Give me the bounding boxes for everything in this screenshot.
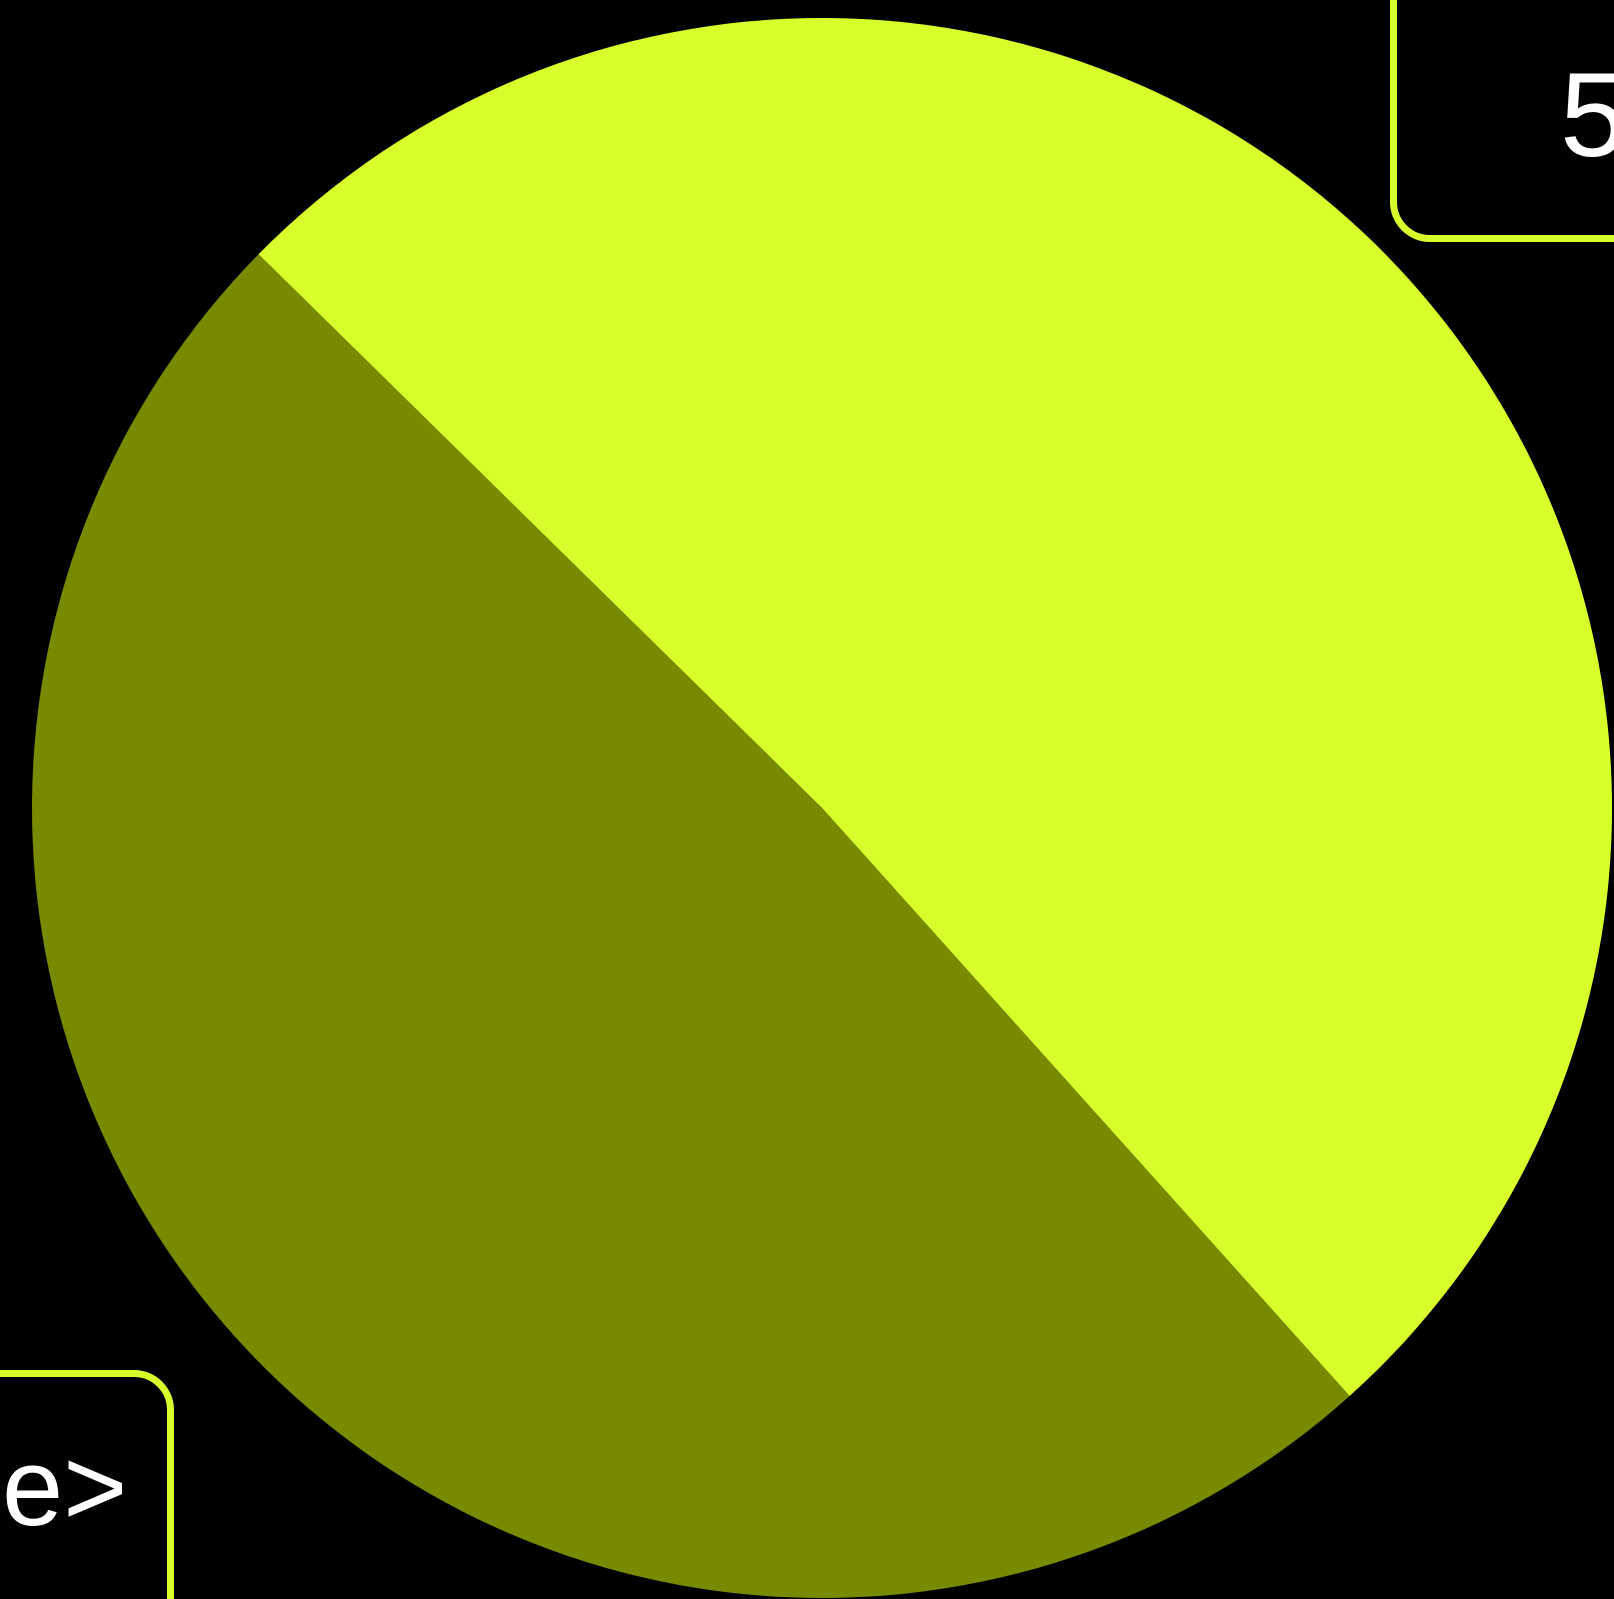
bottom-left-text-fragment: e> xyxy=(2,1426,128,1549)
pie-slice-2 xyxy=(31,254,1350,1599)
top-right-frame xyxy=(1390,0,1614,242)
pie-slice-1 xyxy=(258,18,1612,1397)
bottom-left-frame xyxy=(0,1370,174,1599)
top-right-text-fragment: 5 xyxy=(1560,48,1614,182)
